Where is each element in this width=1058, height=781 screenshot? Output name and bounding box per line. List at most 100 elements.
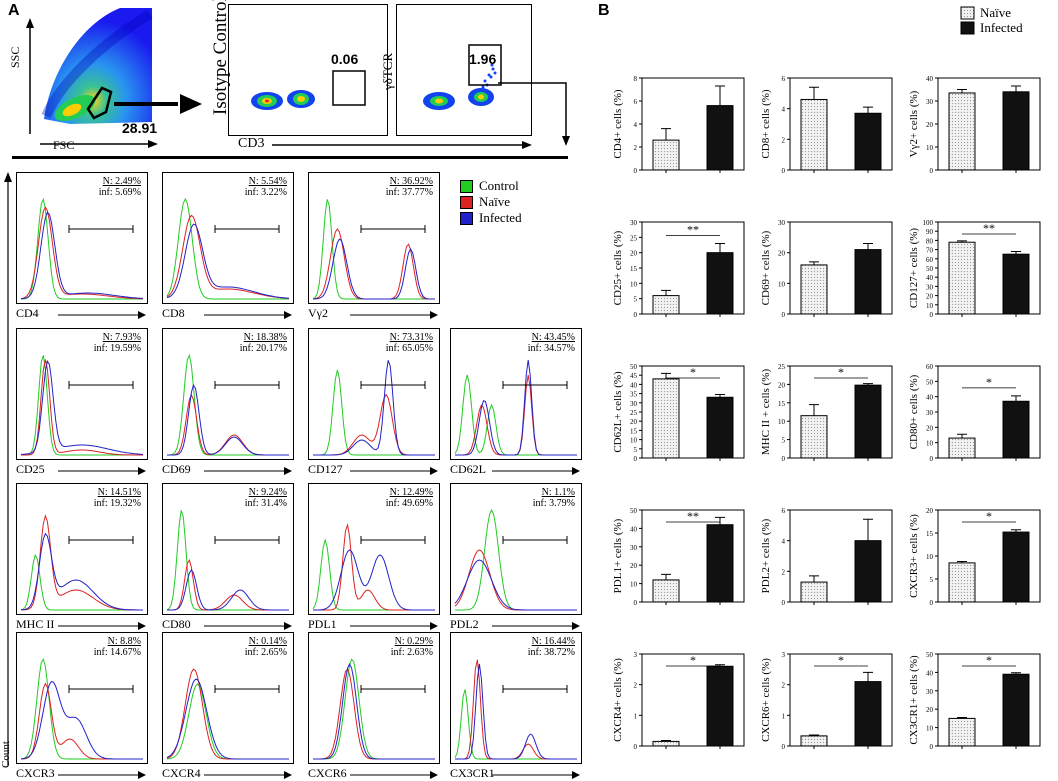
histogram-curve-infected <box>313 549 435 611</box>
histogram-cxcr6: N: 0.29% inf: 2.63% <box>308 632 440 764</box>
significance-marker: * <box>986 509 992 523</box>
histogram-pdl2: N: 1.1% inf: 3.79% <box>450 483 582 615</box>
y-tick-label: 5 <box>782 437 786 445</box>
bar-infected <box>706 396 734 459</box>
naive-percentage: N: 8.8% <box>107 636 141 647</box>
y-tick-label: 35 <box>630 391 638 399</box>
histogram-cd127: N: 73.31% inf: 65.05% <box>308 328 440 460</box>
infected-percentage: inf: 19.32% <box>93 498 141 509</box>
y-tick-label: 3 <box>782 651 786 659</box>
histogram-x-arrow <box>58 771 146 779</box>
error-bar <box>661 573 671 580</box>
histogram-curve-naive <box>20 206 144 300</box>
bar-naive <box>800 264 828 315</box>
plot-frame <box>789 365 893 459</box>
bar-naive <box>948 241 976 315</box>
histogram-curve-infected <box>166 223 290 299</box>
histogram-curves-cd8 <box>166 197 290 300</box>
y-axis-label: CD80+ cells (%) <box>908 374 920 449</box>
y-tick-label: 10 <box>926 725 934 733</box>
y-tick-label: 0 <box>634 455 638 463</box>
error-bar <box>715 85 725 106</box>
histogram-curve-infected <box>166 678 289 760</box>
y-tick-label: 0 <box>782 743 786 751</box>
y-tick-label: 40 <box>630 525 638 533</box>
histogram-cd8: N: 5.54% inf: 3.22% <box>162 172 294 304</box>
histogram-stats: N: 1.1% inf: 3.79% <box>533 487 575 509</box>
histogram-curves-cd69 <box>166 353 289 456</box>
y-tick-label: 40 <box>926 394 934 402</box>
infected-percentage: inf: 65.05% <box>385 343 433 354</box>
panel-b-legend-swatches <box>960 6 975 35</box>
significance-marker: ** <box>983 221 995 235</box>
plot-frame <box>641 653 745 747</box>
y-axis-label: CD4+ cells (%) <box>612 89 624 158</box>
histogram-cd62l: N: 43.45% inf: 34.57% <box>450 328 582 460</box>
y-axis-label: PDL2+ cells (%) <box>760 518 772 593</box>
error-bar <box>863 518 873 541</box>
y-tick-label: 25 <box>630 409 638 417</box>
y-tick-label: 50 <box>926 651 934 659</box>
significance-marker: * <box>838 365 844 379</box>
y-axis-label: CD25+ cells (%) <box>612 230 624 305</box>
histogram-pdl1: N: 12.49% inf: 49.69% <box>308 483 440 615</box>
histogram-cxcr3: N: 8.8% inf: 14.67% <box>16 632 148 764</box>
bar-chart-cxcr6: 0 1 2 3 CXCR6+ cells (%) * <box>760 651 893 751</box>
infected-percentage: inf: 49.69% <box>385 498 433 509</box>
histogram-curve-infected <box>455 359 577 456</box>
y-tick-label: 6 <box>634 98 638 106</box>
histogram-marker-label: CD80 <box>162 617 191 631</box>
histogram-cxcr4: N: 0.14% inf: 2.65% <box>162 632 294 764</box>
y-tick-label: 10 <box>926 553 934 561</box>
error-bar <box>1011 529 1021 533</box>
infected-percentage: inf: 38.72% <box>527 647 575 658</box>
bar-naive <box>652 139 680 171</box>
plot-frame <box>789 653 893 747</box>
significance-marker: * <box>690 365 696 379</box>
error-bar <box>863 671 873 682</box>
bar-chart-pdl1: 0 10 20 30 40 50 PDL1+ cells (%) ** <box>612 507 745 607</box>
naive-percentage: N: 73.31% <box>389 332 433 343</box>
y-tick-label: 30 <box>926 283 934 291</box>
y-tick-label: 30 <box>630 219 638 227</box>
histogram-curves-cxcr4 <box>166 668 289 760</box>
bar-chart-v2: 0 10 20 30 40 Vγ2+ cells (%) <box>908 75 1041 175</box>
histogram-stats: N: 36.92% inf: 37.77% <box>386 176 433 198</box>
bar-chart-cd4: 0 2 4 6 8 CD4+ cells (%) <box>612 75 745 175</box>
histogram-x-arrow <box>204 467 292 475</box>
error-bar <box>809 261 819 265</box>
gdtcr-plot: 1.96 <box>396 4 532 136</box>
error-bar <box>957 716 967 719</box>
bar-infected <box>854 249 882 315</box>
y-tick-label: 10 <box>778 280 786 288</box>
bar-infected <box>854 384 882 459</box>
histogram-stats: N: 0.14% inf: 2.65% <box>245 636 287 658</box>
histogram-stats: N: 14.51% inf: 19.32% <box>94 487 141 509</box>
bar-infected <box>706 665 734 747</box>
error-bar <box>957 433 967 439</box>
y-tick-label: 90 <box>926 228 934 236</box>
y-tick-label: 10 <box>778 418 786 426</box>
histogram-stats: N: 16.44% inf: 38.72% <box>528 636 575 658</box>
bar-naive <box>800 415 828 459</box>
y-tick-label: 0 <box>782 167 786 175</box>
histogram-mhc-ii: N: 14.51% inf: 19.32% <box>16 483 148 615</box>
y-tick-label: 100 <box>923 219 934 227</box>
histogram-gate-bar <box>214 536 280 544</box>
plot-frame <box>937 653 1041 747</box>
panel-b-legend-naive: Naïve <box>980 5 1012 20</box>
histogram-curve-naive <box>21 359 143 456</box>
y-tick-label: 50 <box>926 265 934 273</box>
bar-naive <box>948 437 976 459</box>
histogram-marker-label: Vγ2 <box>308 306 328 320</box>
naive-percentage: N: 36.92% <box>389 176 433 187</box>
y-tick-label: 30 <box>926 409 934 417</box>
error-bar <box>661 739 671 742</box>
error-bar <box>809 404 819 416</box>
histogram-curves-cd4 <box>20 197 144 300</box>
y-axis-label: CXCR4+ cells (%) <box>612 658 624 742</box>
y-axis-label: CX3CR1+ cells (%) <box>908 655 920 745</box>
histogram-curves-mhc-ii <box>20 514 143 611</box>
histogram-curve-infected <box>20 680 143 760</box>
